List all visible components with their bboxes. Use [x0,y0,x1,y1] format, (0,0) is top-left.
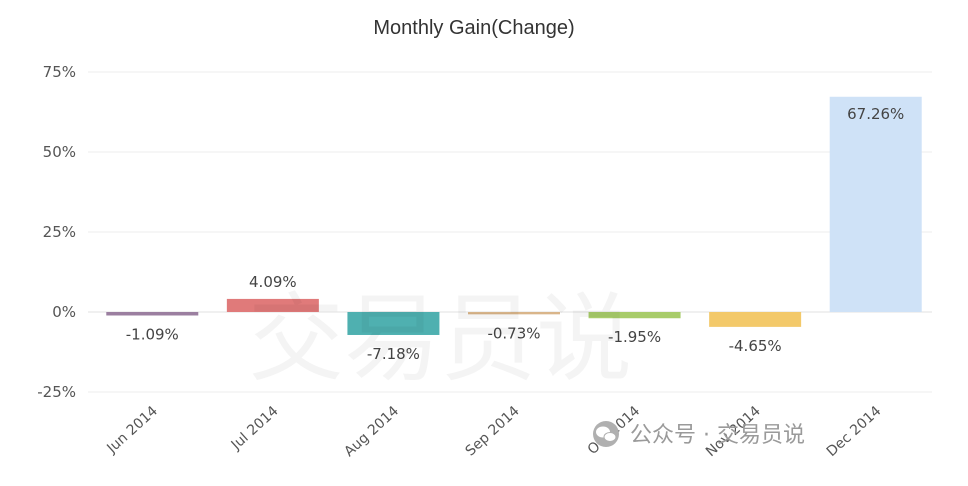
x-tick-label: Jun 2014 [103,403,161,457]
bar-series [106,96,922,335]
x-tick-label: Sep 2014 [463,403,523,459]
y-tick-label: -25% [37,383,76,401]
watermark-account-text: 公众号 · 交易员说 [630,423,805,448]
data-label: -1.95% [608,328,661,346]
chart-title: Monthly Gain(Change) [373,17,574,39]
x-tick-label: Aug 2014 [341,403,402,460]
bar [347,312,440,335]
data-label: 4.09% [249,273,297,291]
y-tick-label: 50% [43,143,76,161]
data-labels: -1.09% 4.09% -7.18% -0.73% -1.95% -4.65% 67.26… [126,105,905,363]
data-label: 67.26% [847,105,904,123]
y-tick-label: 75% [43,63,76,81]
bar [226,298,319,312]
bar [829,96,922,312]
y-tick-label: 0% [52,303,76,321]
x-tick-label: Jul 2014 [228,403,282,454]
y-axis-ticks: 75% 50% 25% 0% -25% [37,63,76,401]
bar [106,312,199,316]
y-tick-label: 25% [43,223,76,241]
data-label: -1.09% [126,325,179,343]
data-label: -7.18% [367,345,420,363]
wechat-icon [593,421,619,447]
data-label: -4.65% [729,337,782,355]
bar [468,312,560,315]
watermark: 交易员说 公众号 · 交易员说 [248,283,805,448]
x-tick-label: Dec 2014 [824,403,885,460]
bar [588,312,681,319]
data-label: -0.73% [487,324,540,342]
watermark-text: 交易员说 [248,283,632,395]
bar [709,312,802,327]
